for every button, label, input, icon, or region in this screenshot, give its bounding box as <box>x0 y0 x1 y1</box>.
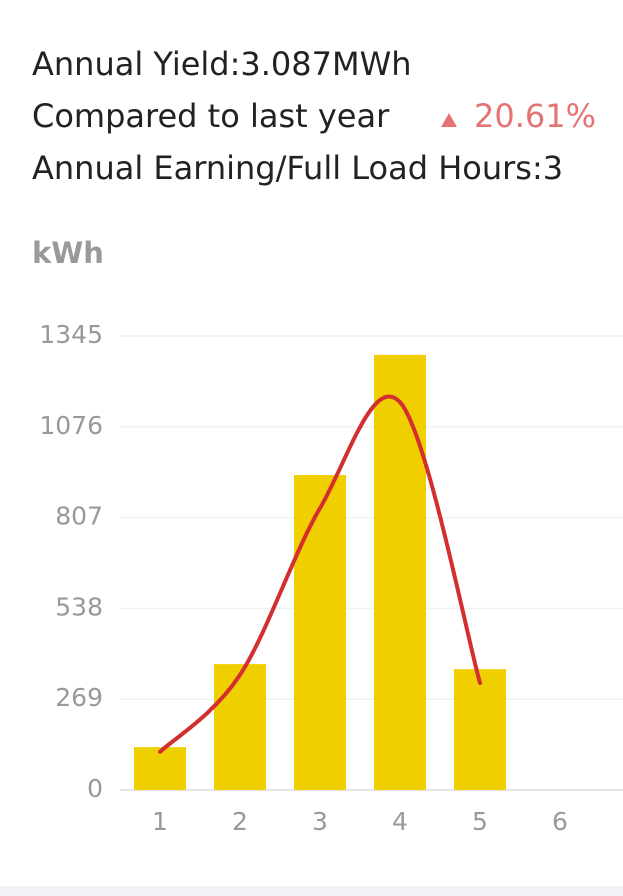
y-tick-label: 1076 <box>39 411 103 440</box>
bar <box>454 669 506 790</box>
up-arrow <box>441 113 457 127</box>
x-tick-label: 5 <box>472 807 488 836</box>
y-axis-unit: kWh <box>32 236 104 270</box>
y-tick-label: 0 <box>87 774 103 803</box>
trend-line <box>158 394 482 754</box>
annual-yield: Annual Yield:3.087MWh <box>32 45 412 83</box>
change-value: 20.61% <box>474 97 596 135</box>
x-tick-label: 3 <box>312 807 328 836</box>
y-tick-label: 269 <box>55 683 103 712</box>
y-tick-label: 1345 <box>39 320 103 349</box>
x-tick-label: 2 <box>232 807 248 836</box>
bar <box>134 747 186 790</box>
annual-earning: Annual Earning/Full Load Hours:3 <box>32 149 563 187</box>
bar <box>214 664 266 790</box>
compare-label: Compared to last year <box>32 97 390 135</box>
x-tick-label: 6 <box>552 807 568 836</box>
x-tick-label: 4 <box>392 807 408 836</box>
y-tick-label: 538 <box>55 592 103 621</box>
bar <box>374 354 426 790</box>
y-tick-label: 807 <box>55 502 103 531</box>
x-tick-label: 1 <box>152 807 168 836</box>
bar <box>294 475 346 790</box>
bottom-strip <box>0 886 623 896</box>
